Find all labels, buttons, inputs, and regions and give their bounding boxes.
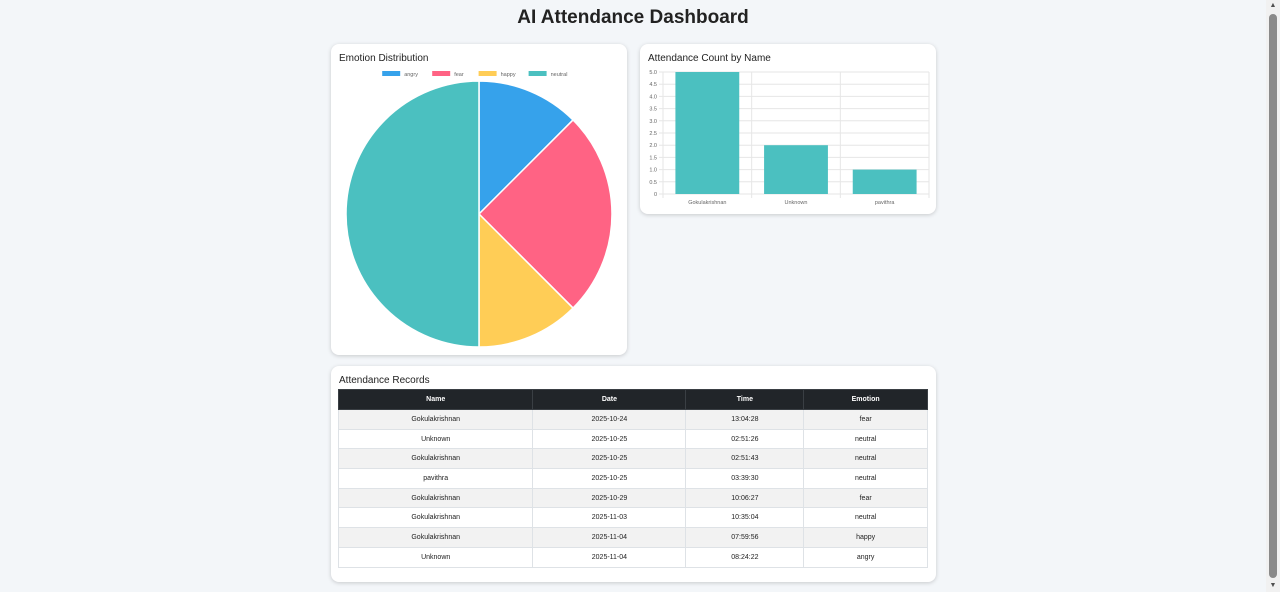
table-row: Gokulakrishnan 2025-11-03 10:35:04 neutral xyxy=(337,507,928,529)
scroll-down-icon[interactable]: ▼ xyxy=(1269,582,1277,589)
table-cell-name: Gokulakrishnan xyxy=(337,507,534,529)
attendance-count-card: Attendance Count by Name 0 0.5 1.0 1.5 2.0 2.… xyxy=(640,44,936,214)
column-header-time: Time xyxy=(685,389,805,410)
y-tick-label: 0.5 xyxy=(649,180,657,186)
table-cell-time: 10:06:27 xyxy=(685,487,805,509)
y-tick-label: 4.0 xyxy=(649,94,657,100)
column-header-name: Name xyxy=(337,389,534,410)
column-header-date: Date xyxy=(532,389,687,410)
legend-swatch-neutral[interactable] xyxy=(528,71,547,76)
bar-Gokulakrishnan[interactable] xyxy=(675,72,740,194)
table-cell-date: 2025-11-03 xyxy=(532,507,687,529)
y-tick-label: 0 xyxy=(654,192,657,198)
attendance-count-title: Attendance Count by Name xyxy=(648,53,771,64)
page-scrollbar[interactable]: ▲ ▼ xyxy=(1266,0,1280,592)
table-row: Gokulakrishnan 2025-11-04 07:59:56 happy xyxy=(337,527,928,548)
attendance-bar-chart: 0 0.5 1.0 1.5 2.0 2.5 3.0 3.5 4.0 4.5 5.0 Gokulakri… xyxy=(649,70,930,206)
table-row: Unknown 2025-10-25 02:51:26 neutral xyxy=(337,428,928,450)
y-tick-label: 1.5 xyxy=(649,155,657,161)
table-row: Gokulakrishnan 2025-10-25 02:51:43 neutral xyxy=(337,448,928,470)
table-cell-emotion: fear xyxy=(803,487,928,509)
pie-slice-happy[interactable] xyxy=(478,212,575,348)
table-cell-emotion: neutral xyxy=(803,448,928,470)
table-cell-date: 2025-10-25 xyxy=(532,448,687,470)
legend-label-happy[interactable]: happy xyxy=(501,72,516,78)
attendance-records-card: Attendance Records Name Date Time Emotion G… xyxy=(331,366,936,582)
table-cell-name: Gokulakrishnan xyxy=(337,448,534,470)
table-cell-time: 10:35:04 xyxy=(685,507,805,529)
table-cell-time: 13:04:28 xyxy=(685,409,805,430)
table-cell-emotion: happy xyxy=(803,527,928,548)
legend-label-fear[interactable]: fear xyxy=(454,72,464,78)
table-cell-time: 02:51:43 xyxy=(685,448,805,470)
bar-pavithra[interactable] xyxy=(852,169,917,194)
table-cell-date: 2025-10-25 xyxy=(532,468,687,489)
emotion-pie-chart: angry fear happy neutral xyxy=(345,71,613,348)
y-tick-label: 3.5 xyxy=(649,107,657,113)
table-cell-date: 2025-11-04 xyxy=(532,527,687,548)
table-cell-emotion: angry xyxy=(803,546,928,568)
table-cell-name: Gokulakrishnan xyxy=(337,409,534,430)
table-cell-date: 2025-10-25 xyxy=(532,428,687,450)
table-cell-name: Gokulakrishnan xyxy=(337,487,534,509)
pie-slice-fear[interactable] xyxy=(477,118,613,310)
emotion-distribution-title: Emotion Distribution xyxy=(339,53,429,64)
table-cell-name: Unknown xyxy=(337,546,534,568)
table-cell-date: 2025-10-29 xyxy=(532,487,687,509)
attendance-records-table: Name Date Time Emotion Gokulakrishnan 2025-1… xyxy=(337,389,928,568)
y-tick-label: 5.0 xyxy=(649,70,657,76)
legend-label-neutral[interactable]: neutral xyxy=(551,72,568,78)
x-tick-label: Gokulakrishnan xyxy=(688,200,726,206)
legend-swatch-happy[interactable] xyxy=(478,71,497,76)
scroll-thumb[interactable] xyxy=(1269,14,1277,578)
x-tick-label: Unknown xyxy=(785,200,808,206)
pie-slice-angry[interactable] xyxy=(478,80,575,216)
y-tick-label: 2.5 xyxy=(649,131,657,137)
table-row: Gokulakrishnan 2025-10-24 13:04:28 fear xyxy=(337,409,928,430)
table-cell-date: 2025-10-24 xyxy=(532,409,687,430)
table-cell-time: 07:59:56 xyxy=(685,527,805,548)
table-row: Unknown 2025-11-04 08:24:22 angry xyxy=(337,546,928,568)
bar-Unknown[interactable] xyxy=(764,145,828,194)
table-cell-time: 03:39:30 xyxy=(685,468,805,489)
page-title: AI Attendance Dashboard xyxy=(517,7,749,28)
legend-swatch-angry[interactable] xyxy=(382,71,401,76)
table-cell-name: Gokulakrishnan xyxy=(337,527,534,548)
table-header-row: Name Date Time Emotion xyxy=(337,389,928,410)
table-cell-name: Unknown xyxy=(337,428,534,450)
table-cell-emotion: neutral xyxy=(803,468,928,489)
table-cell-emotion: fear xyxy=(803,409,928,430)
y-tick-label: 2.0 xyxy=(649,143,657,149)
table-cell-emotion: neutral xyxy=(803,507,928,529)
table-row: Gokulakrishnan 2025-10-29 10:06:27 fear xyxy=(337,487,928,509)
table-cell-name: pavithra xyxy=(337,468,534,489)
pie-slice-neutral[interactable] xyxy=(345,80,480,348)
legend-label-angry[interactable]: angry xyxy=(404,72,418,78)
table-cell-time: 02:51:26 xyxy=(685,428,805,450)
table-row: pavithra 2025-10-25 03:39:30 neutral xyxy=(337,468,928,489)
legend-swatch-fear[interactable] xyxy=(432,71,451,76)
y-tick-label: 3.0 xyxy=(649,119,657,125)
x-tick-label: pavithra xyxy=(875,200,896,206)
column-header-emotion: Emotion xyxy=(803,389,928,410)
y-tick-label: 4.5 xyxy=(649,82,657,88)
scroll-up-icon[interactable]: ▲ xyxy=(1269,2,1277,9)
table-cell-date: 2025-11-04 xyxy=(532,546,687,568)
emotion-distribution-card: Emotion Distribution angry fear happy neutr… xyxy=(331,44,627,355)
table-cell-emotion: neutral xyxy=(803,428,928,450)
y-tick-label: 1.0 xyxy=(649,168,657,174)
table-cell-time: 08:24:22 xyxy=(685,546,805,568)
attendance-records-title: Attendance Records xyxy=(339,375,430,386)
